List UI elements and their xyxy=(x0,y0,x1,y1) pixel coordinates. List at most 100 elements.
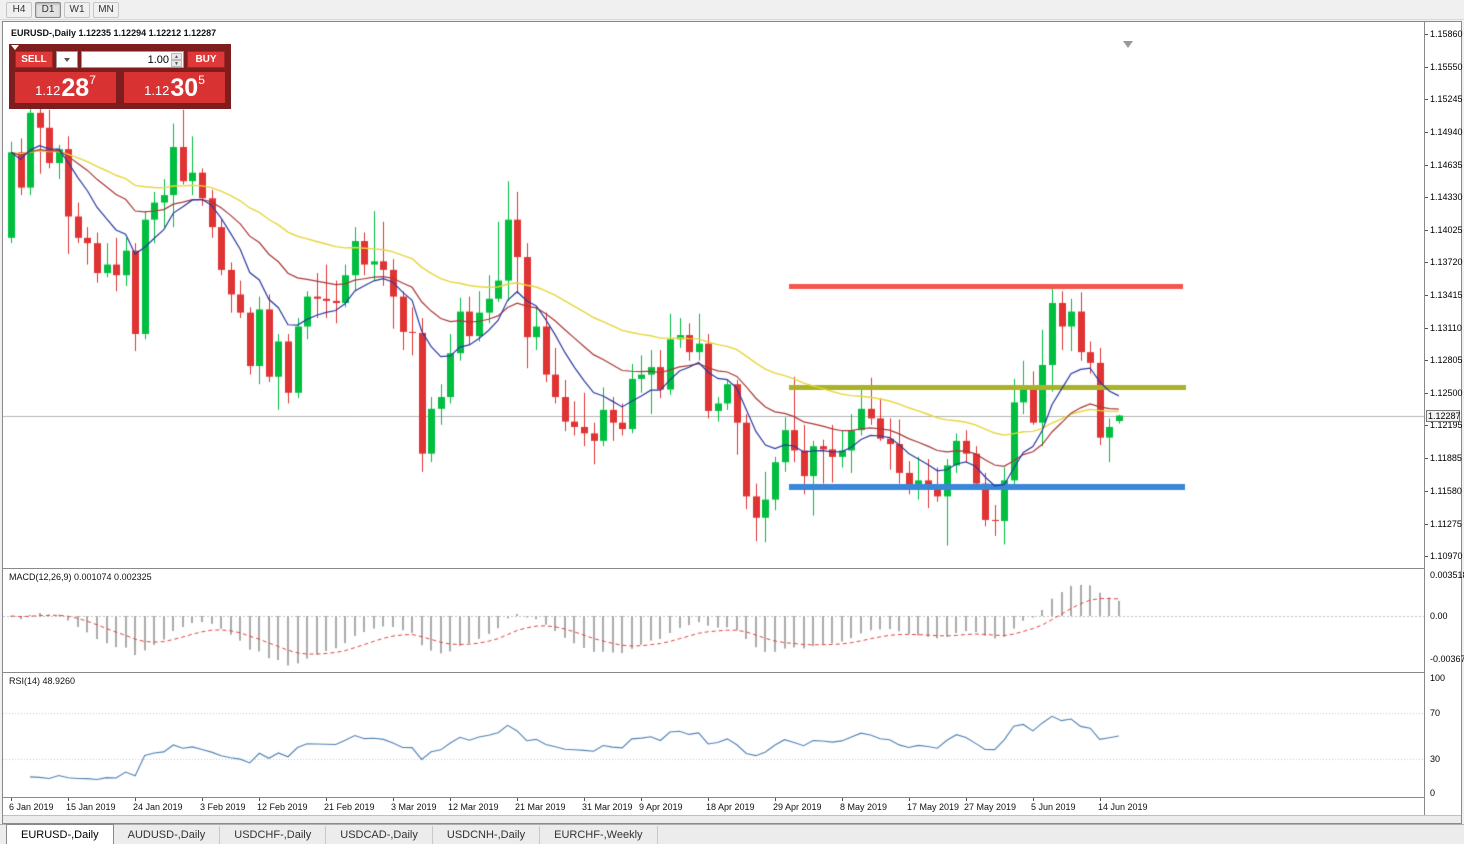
rsi-canvas[interactable] xyxy=(3,673,1424,797)
timeframe-h4-button[interactable]: H4 xyxy=(6,1,32,18)
volume-input[interactable]: 1.00 ▲ ▼ xyxy=(81,51,184,68)
axis-tick xyxy=(259,798,260,801)
axis-tick xyxy=(966,798,967,801)
tab-eurusd-daily[interactable]: EURUSD-,Daily xyxy=(6,824,114,844)
axis-tick xyxy=(1425,524,1428,525)
sell-price-prefix: 1.12 xyxy=(35,83,61,98)
price-chart-panel xyxy=(3,22,1424,568)
volume-preset-dropdown[interactable] xyxy=(56,51,78,68)
macd-axis-label: 0.003518 xyxy=(1430,570,1464,580)
price-axis-label: 1.15550 xyxy=(1430,62,1463,72)
price-axis-label: 1.11275 xyxy=(1430,519,1462,529)
date-axis-label: 27 May 2019 xyxy=(964,802,1017,812)
volume-increase-button[interactable]: ▲ xyxy=(171,52,182,60)
timeframe-d1-button[interactable]: D1 xyxy=(35,1,61,18)
date-axis-label: 3 Mar 2019 xyxy=(391,802,437,812)
bid-price-tag: 1.12287 xyxy=(1426,410,1461,422)
one-click-trading-panel: SELL 1.00 ▲ ▼ BUY 1.12 28 7 1. xyxy=(9,44,231,109)
date-axis-label: 6 Jan 2019 xyxy=(9,802,54,812)
axis-tick xyxy=(641,798,642,801)
price-axis-label: 1.12805 xyxy=(1430,355,1463,365)
tab-usdcnh-daily[interactable]: USDCNH-,Daily xyxy=(433,826,541,844)
sell-price-big: 28 xyxy=(61,74,90,102)
volume-value: 1.00 xyxy=(147,53,169,66)
date-axis-label: 17 May 2019 xyxy=(907,802,960,812)
axis-tick xyxy=(1425,360,1428,361)
axis-tick xyxy=(1425,197,1428,198)
axis-tick xyxy=(393,798,394,801)
chart-tab-bar: EURUSD-,Daily AUDUSD-,Daily USDCHF-,Dail… xyxy=(0,824,1464,844)
tab-audusd-daily[interactable]: AUDUSD-,Daily xyxy=(114,826,221,844)
macd-axis-label: -0.00367 xyxy=(1430,654,1464,664)
price-axis-label: 1.15245 xyxy=(1430,94,1463,104)
buy-price-display[interactable]: 1.12 30 5 xyxy=(124,72,225,103)
date-axis-label: 12 Mar 2019 xyxy=(448,802,499,812)
price-chart-canvas[interactable] xyxy=(3,22,1424,568)
date-axis-label: 21 Mar 2019 xyxy=(515,802,566,812)
timeframe-w1-button[interactable]: W1 xyxy=(64,1,90,18)
price-axis-label: 1.12500 xyxy=(1430,388,1463,398)
date-axis-label: 9 Apr 2019 xyxy=(639,802,683,812)
panel-splitter[interactable] xyxy=(3,568,1461,569)
tab-eurchf-weekly[interactable]: EURCHF-,Weekly xyxy=(540,826,658,844)
axis-tick xyxy=(1425,230,1428,231)
sell-button[interactable]: SELL xyxy=(15,51,53,68)
price-axis-label: 1.11580 xyxy=(1430,486,1462,496)
price-axis-label: 1.14025 xyxy=(1430,225,1463,235)
tab-usdchf-daily[interactable]: USDCHF-,Daily xyxy=(220,826,327,844)
volume-decrease-button[interactable]: ▼ xyxy=(171,59,182,67)
buy-button[interactable]: BUY xyxy=(187,51,225,68)
price-axis-label: 1.14330 xyxy=(1430,192,1463,202)
axis-tick xyxy=(135,798,136,801)
tab-usdcad-daily[interactable]: USDCAD-,Daily xyxy=(326,826,433,844)
axis-tick xyxy=(1425,262,1428,263)
macd-axis-label: 0.00 xyxy=(1430,611,1448,621)
date-axis-label: 12 Feb 2019 xyxy=(257,802,308,812)
time-axis[interactable]: 6 Jan 2019 15 Jan 2019 24 Jan 2019 3 Feb 20… xyxy=(3,798,1461,815)
sell-price-sup: 7 xyxy=(89,73,96,87)
chart-shift-marker[interactable] xyxy=(1123,41,1133,48)
panel-splitter[interactable] xyxy=(3,672,1461,673)
axis-tick xyxy=(842,798,843,801)
axis-tick xyxy=(708,798,709,801)
date-axis-label: 14 Jun 2019 xyxy=(1098,802,1148,812)
rsi-axis-label: 100 xyxy=(1430,673,1446,683)
buy-price-prefix: 1.12 xyxy=(144,83,170,98)
price-axis-label: 1.15860 xyxy=(1430,29,1463,39)
trade-panel-collapse-icon[interactable] xyxy=(11,45,19,50)
price-axis-label: 1.14940 xyxy=(1430,127,1463,137)
macd-label: MACD(12,26,9) 0.001074 0.002325 xyxy=(9,572,152,582)
axis-tick xyxy=(1033,798,1034,801)
axis-tick xyxy=(1425,132,1428,133)
date-axis-label: 15 Jan 2019 xyxy=(66,802,116,812)
axis-tick xyxy=(1425,328,1428,329)
axis-tick xyxy=(1425,295,1428,296)
panel-splitter[interactable] xyxy=(3,797,1461,798)
date-axis-label: 21 Feb 2019 xyxy=(324,802,375,812)
timeframe-mn-button[interactable]: MN xyxy=(93,1,119,18)
horizontal-scrollbar[interactable] xyxy=(3,815,1461,823)
axis-tick xyxy=(68,798,69,801)
rsi-axis-label: 0 xyxy=(1430,788,1436,798)
price-axis-label: 1.14635 xyxy=(1430,160,1463,170)
date-axis-label: 3 Feb 2019 xyxy=(200,802,246,812)
axis-tick xyxy=(1425,99,1428,100)
axis-tick xyxy=(202,798,203,801)
price-axis[interactable]: 1.12287 1.15860 1.15550 1.15245 1.14940 1.14… xyxy=(1424,22,1464,815)
date-axis-label: 5 Jun 2019 xyxy=(1031,802,1076,812)
axis-tick xyxy=(1425,425,1428,426)
rsi-label: RSI(14) 48.9260 xyxy=(9,676,76,686)
date-axis-label: 18 Apr 2019 xyxy=(706,802,755,812)
axis-tick xyxy=(1425,556,1428,557)
rsi-indicator-panel xyxy=(3,673,1424,797)
macd-canvas[interactable] xyxy=(3,569,1424,672)
date-axis-label: 29 Apr 2019 xyxy=(773,802,822,812)
axis-tick xyxy=(326,798,327,801)
macd-indicator-panel xyxy=(3,569,1424,672)
buy-price-sup: 5 xyxy=(198,73,205,87)
sell-price-display[interactable]: 1.12 28 7 xyxy=(15,72,116,103)
axis-tick xyxy=(1425,393,1428,394)
price-axis-label: 1.13415 xyxy=(1430,290,1463,300)
chart-title: EURUSD-,Daily 1.12235 1.12294 1.12212 1.… xyxy=(11,28,217,38)
